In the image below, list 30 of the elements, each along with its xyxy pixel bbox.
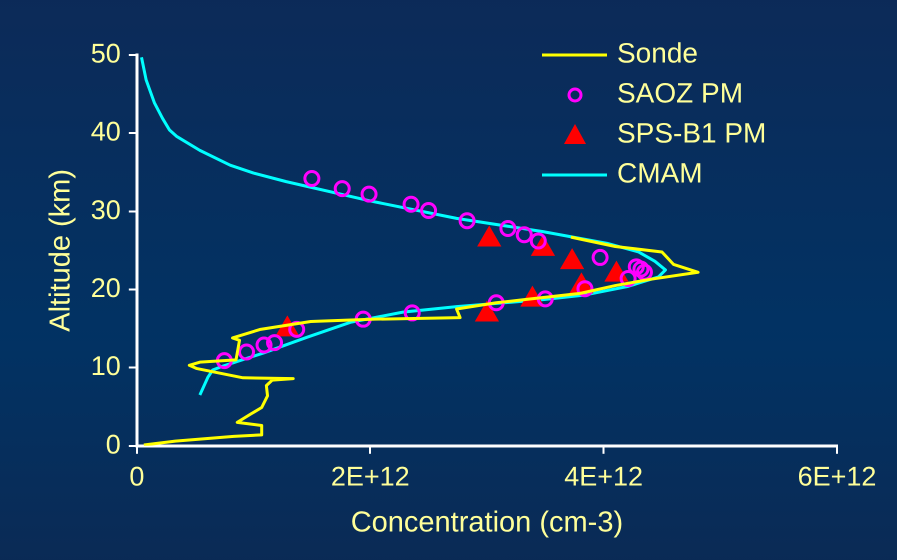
point	[420, 202, 438, 220]
x-tick-label: 0	[129, 461, 144, 492]
point	[334, 180, 351, 198]
y-tick-label: 40	[90, 116, 121, 147]
legend-label: CMAM	[617, 158, 703, 189]
y-tick-label: 20	[90, 272, 121, 303]
point	[458, 212, 476, 230]
point	[266, 334, 284, 352]
x-tick-label: 2E+12	[330, 461, 410, 492]
y-tick-label: 0	[106, 429, 121, 460]
y-tick-label: 30	[90, 194, 121, 225]
point	[402, 196, 420, 213]
y-tick-label: 10	[90, 351, 121, 382]
x-tick-label: 6E+12	[798, 461, 876, 492]
point	[499, 220, 516, 238]
legend-label: SAOZ PM	[617, 78, 744, 109]
point	[238, 344, 256, 361]
point	[628, 258, 645, 276]
point	[632, 260, 650, 278]
point	[256, 336, 273, 354]
legend-label: SPS-B1 PM	[617, 118, 766, 149]
legend-label: Sonde	[617, 38, 698, 69]
y-tick-label: 50	[90, 38, 121, 68]
point	[303, 170, 320, 187]
point	[516, 226, 533, 244]
x-axis-title: Concentration (cm-3)	[350, 506, 624, 539]
x-tick-label: 4E+12	[564, 461, 644, 492]
point	[360, 186, 378, 203]
point	[592, 248, 609, 266]
y-axis-title: Altitude (km)	[44, 169, 76, 332]
